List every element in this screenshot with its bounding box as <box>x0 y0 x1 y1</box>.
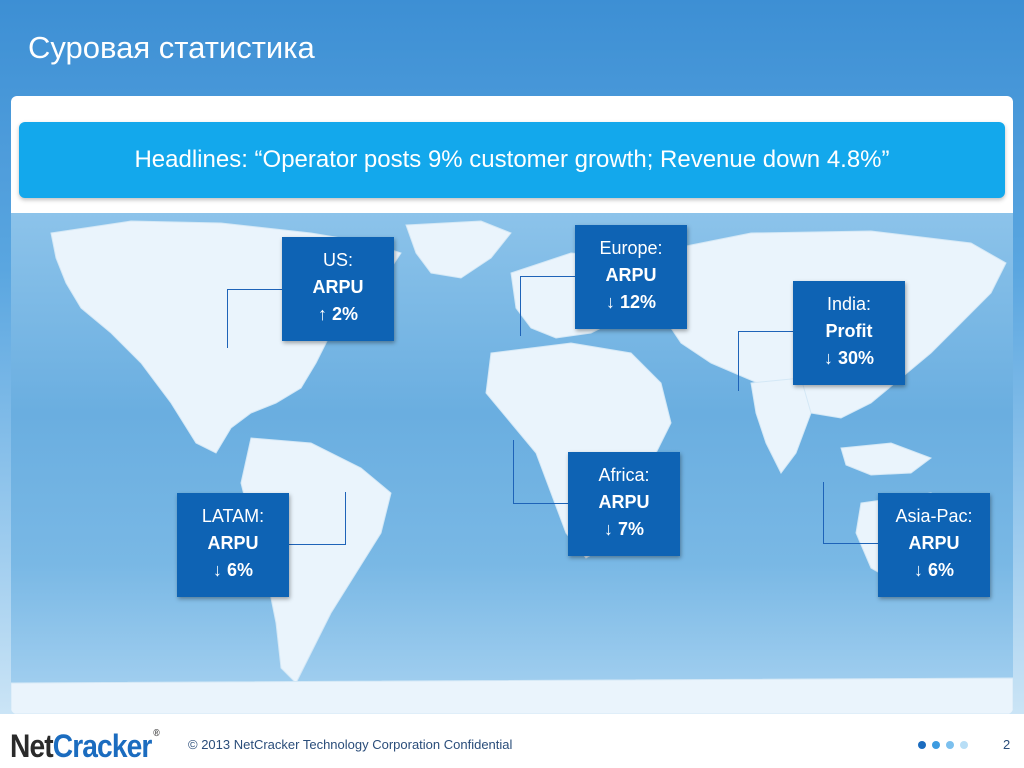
logo-net-text: Net <box>10 728 54 764</box>
slide-title: Суровая статистика <box>28 30 315 65</box>
region-box-europe: Europe: ARPU ↓ 12% <box>575 225 687 329</box>
region-box-us: US: ARPU ↑ 2% <box>282 237 394 341</box>
region-change: ↓ 6% <box>212 560 254 580</box>
progress-dot <box>960 741 968 749</box>
region-box-africa: Africa: ARPU ↓ 7% <box>568 452 680 556</box>
asiapac-connector <box>823 482 824 544</box>
us-connector <box>227 289 282 348</box>
region-name: Asia-Pac: <box>895 506 973 526</box>
region-change: ↓ 12% <box>605 292 657 312</box>
registered-mark: ® <box>153 728 160 739</box>
region-metric: ARPU <box>605 265 657 285</box>
region-name: LATAM: <box>201 506 265 526</box>
latam-connector <box>345 492 346 545</box>
asiapac-connector-h <box>823 543 878 544</box>
progress-dot <box>946 741 954 749</box>
headline-banner: Headlines: “Operator posts 9% customer g… <box>19 122 1005 198</box>
region-metric: ARPU <box>207 533 259 553</box>
africa-connector <box>513 440 514 504</box>
region-name: Europe: <box>599 238 663 258</box>
region-box-india: India: Profit ↓ 30% <box>793 281 905 385</box>
region-name: US: <box>322 250 353 270</box>
europe-connector <box>520 276 575 336</box>
region-metric: ARPU <box>312 277 364 297</box>
progress-dot <box>932 741 940 749</box>
africa-connector-h <box>513 503 568 504</box>
region-box-latam: LATAM: ARPU ↓ 6% <box>177 493 289 597</box>
netcracker-logo: NetCracker ® <box>10 728 160 765</box>
page-number: 2 <box>1003 737 1011 752</box>
region-metric: ARPU <box>598 492 650 512</box>
content-panel: Headlines: “Operator posts 9% customer g… <box>11 96 1013 714</box>
logo-cracker-text: Cracker <box>52 728 153 764</box>
slide-footer: NetCracker ® © 2013 NetCracker Technology… <box>0 714 1024 768</box>
copyright-text: © 2013 NetCracker Technology Corporation… <box>188 737 513 752</box>
region-change: ↓ 6% <box>913 560 955 580</box>
region-box-asiapac: Asia-Pac: ARPU ↓ 6% <box>878 493 990 597</box>
region-name: India: <box>826 294 872 314</box>
region-metric: Profit <box>825 321 873 341</box>
latam-connector-h <box>289 544 346 545</box>
region-change: ↑ 2% <box>317 304 359 324</box>
region-change: ↓ 30% <box>823 348 875 368</box>
progress-dots <box>918 741 968 749</box>
india-connector <box>738 331 793 391</box>
region-change: ↓ 7% <box>603 519 645 539</box>
region-name: Africa: <box>598 465 650 485</box>
progress-dot <box>918 741 926 749</box>
region-metric: ARPU <box>908 533 960 553</box>
